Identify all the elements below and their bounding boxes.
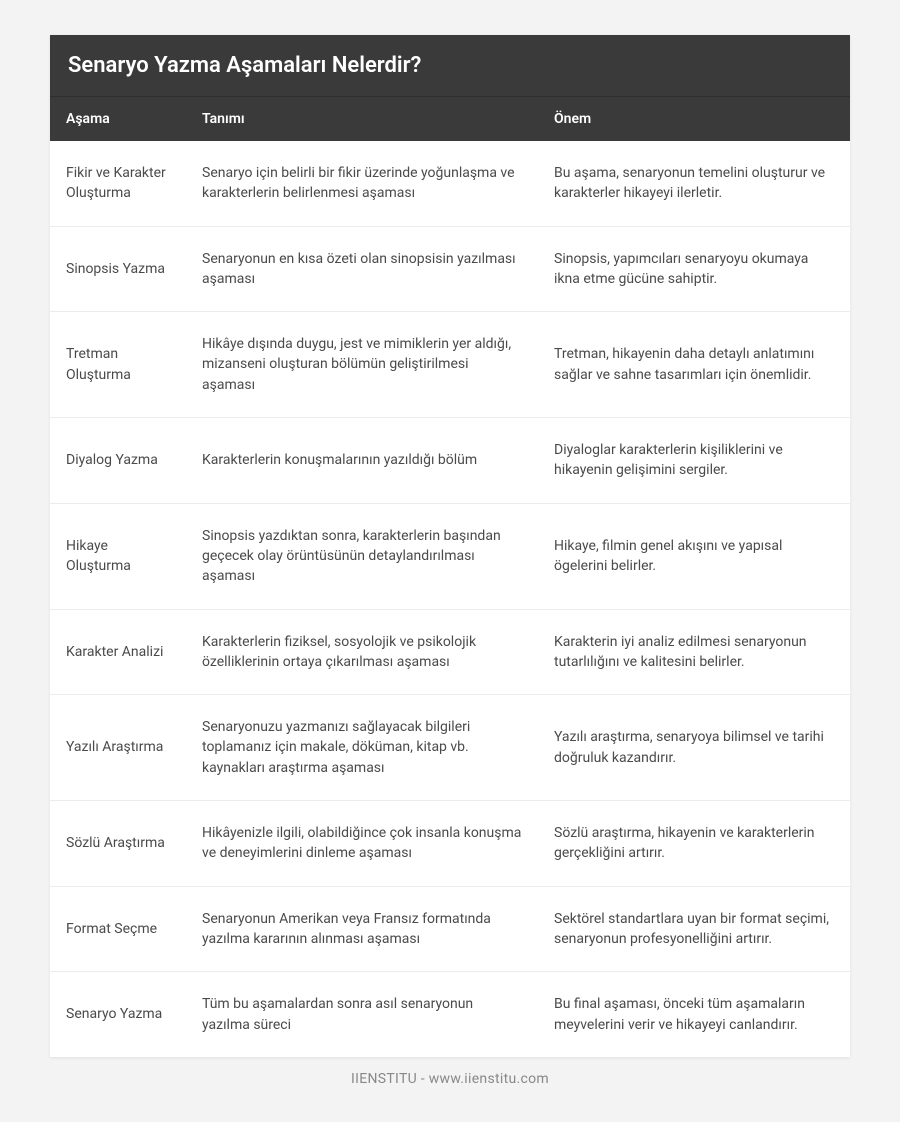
footer-credit: IIENSTITU - www.iienstitu.com <box>50 1057 850 1087</box>
col-header-importance: Önem <box>538 97 850 141</box>
cell-importance: Tretman, hikayenin daha detaylı anlatımı… <box>538 312 850 418</box>
cell-definition: Karakterlerin fiziksel, sosyolojik ve ps… <box>186 609 538 695</box>
cell-importance: Yazılı araştırma, senaryoya bilimsel ve … <box>538 695 850 801</box>
cell-importance: Sinopsis, yapımcıları senaryoyu okumaya … <box>538 226 850 312</box>
cell-definition: Senaryonuzu yazmanızı sağlayacak bilgile… <box>186 695 538 801</box>
table-row: Format SeçmeSenaryonun Amerikan veya Fra… <box>50 886 850 972</box>
table-body: Fikir ve Karakter OluşturmaSenaryo için … <box>50 141 850 1057</box>
table-row: Fikir ve Karakter OluşturmaSenaryo için … <box>50 141 850 226</box>
cell-stage: Senaryo Yazma <box>50 972 186 1057</box>
cell-stage: Sözlü Araştırma <box>50 801 186 887</box>
cell-importance: Bu final aşaması, önceki tüm aşamaların … <box>538 972 850 1057</box>
cell-definition: Karakterlerin konuşmalarının yazıldığı b… <box>186 418 538 504</box>
table-row: Diyalog YazmaKarakterlerin konuşmalarını… <box>50 418 850 504</box>
table-row: Yazılı AraştırmaSenaryonuzu yazmanızı sa… <box>50 695 850 801</box>
cell-importance: Sözlü araştırma, hikayenin ve karakterle… <box>538 801 850 887</box>
cell-stage: Diyalog Yazma <box>50 418 186 504</box>
cell-stage: Yazılı Araştırma <box>50 695 186 801</box>
cell-definition: Senaryonun Amerikan veya Fransız formatı… <box>186 886 538 972</box>
cell-importance: Sektörel standartlara uyan bir format se… <box>538 886 850 972</box>
stages-table: Aşama Tanımı Önem Fikir ve Karakter Oluş… <box>50 97 850 1057</box>
cell-definition: Hikâye dışında duygu, jest ve mimiklerin… <box>186 312 538 418</box>
cell-stage: Tretman Oluşturma <box>50 312 186 418</box>
cell-stage: Karakter Analizi <box>50 609 186 695</box>
table-row: Sözlü AraştırmaHikâyenizle ilgili, olabi… <box>50 801 850 887</box>
table-row: Senaryo YazmaTüm bu aşamalardan sonra as… <box>50 972 850 1057</box>
cell-importance: Karakterin iyi analiz edilmesi senaryonu… <box>538 609 850 695</box>
col-header-definition: Tanımı <box>186 97 538 141</box>
cell-importance: Diyaloglar karakterlerin kişiliklerini v… <box>538 418 850 504</box>
cell-stage: Format Seçme <box>50 886 186 972</box>
cell-definition: Senaryonun en kısa özeti olan sinopsisin… <box>186 226 538 312</box>
table-row: Sinopsis YazmaSenaryonun en kısa özeti o… <box>50 226 850 312</box>
table-row: Tretman OluşturmaHikâye dışında duygu, j… <box>50 312 850 418</box>
cell-stage: Fikir ve Karakter Oluşturma <box>50 141 186 226</box>
table-head: Aşama Tanımı Önem <box>50 97 850 141</box>
table-title: Senaryo Yazma Aşamaları Nelerdir? <box>68 53 832 78</box>
table-card: Senaryo Yazma Aşamaları Nelerdir? Aşama … <box>50 35 850 1057</box>
cell-stage: Sinopsis Yazma <box>50 226 186 312</box>
cell-definition: Sinopsis yazdıktan sonra, karakterlerin … <box>186 503 538 609</box>
cell-definition: Hikâyenizle ilgili, olabildiğince çok in… <box>186 801 538 887</box>
cell-importance: Hikaye, filmin genel akışını ve yapısal … <box>538 503 850 609</box>
col-header-stage: Aşama <box>50 97 186 141</box>
table-row: Karakter AnaliziKarakterlerin fiziksel, … <box>50 609 850 695</box>
cell-definition: Senaryo için belirli bir fikir üzerinde … <box>186 141 538 226</box>
cell-stage: Hikaye Oluşturma <box>50 503 186 609</box>
header-row: Aşama Tanımı Önem <box>50 97 850 141</box>
cell-importance: Bu aşama, senaryonun temelini oluşturur … <box>538 141 850 226</box>
table-row: Hikaye OluşturmaSinopsis yazdıktan sonra… <box>50 503 850 609</box>
cell-definition: Tüm bu aşamalardan sonra asıl senaryonun… <box>186 972 538 1057</box>
title-bar: Senaryo Yazma Aşamaları Nelerdir? <box>50 35 850 97</box>
